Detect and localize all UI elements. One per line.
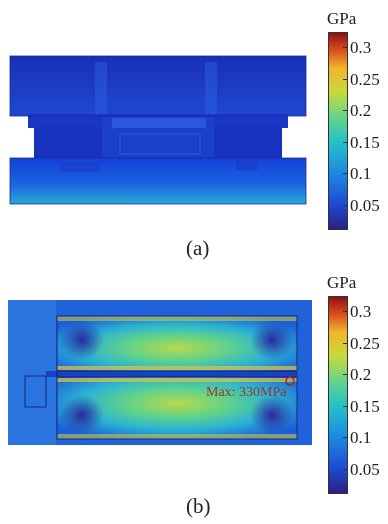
colorbar-tick-mark: [343, 205, 347, 206]
colorbar-tick-mark: [343, 406, 347, 407]
colorbar: [328, 32, 348, 230]
colorbar-tick-label: 0.1: [350, 428, 372, 447]
colorbar-tick-mark: [343, 469, 347, 470]
colorbar-tick-mark: [343, 437, 347, 438]
stress-map-side-view: [9, 55, 307, 205]
colorbar-tick-label: 0.3: [350, 302, 372, 321]
colorbar-tick-label: 0.15: [350, 397, 380, 416]
colorbar-tick-mark: [343, 47, 347, 48]
colorbar-tick-label: 0.05: [350, 460, 380, 479]
colorbar-tick-mark: [343, 79, 347, 80]
colorbar-tick-label: 0.25: [350, 70, 380, 89]
colorbar-tick-label: 0.1: [350, 164, 372, 183]
colorbar-tick-mark: [343, 142, 347, 143]
colorbar-tick-mark: [343, 110, 347, 111]
colorbar-unit-label: GPa: [327, 9, 357, 28]
colorbar-tick-label: 0.25: [350, 334, 380, 353]
max-stress-marker: [285, 376, 295, 386]
colorbar-tick-mark: [343, 173, 347, 174]
colorbar: [328, 296, 348, 494]
colorbar-tick-label: 0.3: [350, 38, 372, 57]
colorbar-tick-label: 0.05: [350, 196, 380, 215]
colorbar-tick-label: 0.2: [350, 365, 372, 384]
panel-b-caption: (b): [186, 494, 211, 518]
colorbar-tick-label: 0.15: [350, 133, 380, 152]
colorbar-tick-mark: [343, 374, 347, 375]
stress-map-top-view: [8, 300, 312, 445]
colorbar-tick-mark: [343, 343, 347, 344]
colorbar-tick-mark: [343, 311, 347, 312]
colorbar-unit-label: GPa: [327, 273, 357, 292]
max-stress-annotation: Max: 330MPa: [206, 385, 287, 400]
colorbar-tick-label: 0.2: [350, 101, 372, 120]
panel-a-caption: (a): [186, 236, 210, 260]
